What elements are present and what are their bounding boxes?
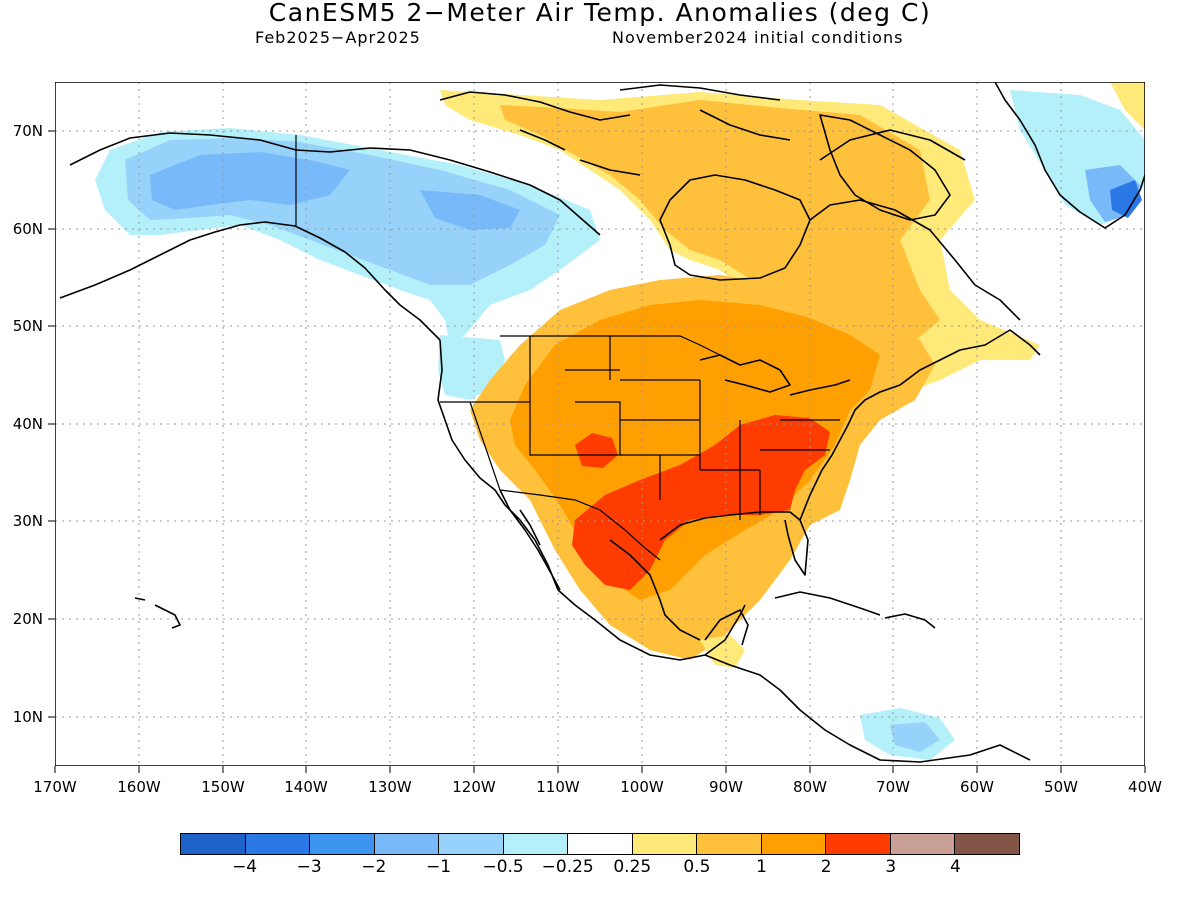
coastline-mexico [557,539,746,661]
coastline-alaska [59,132,601,341]
coastline-baffin [819,114,951,221]
longitude-labels: 170W 160W 150W 140W 130W 120W 110W 100W … [33,778,1162,796]
lat-label-60n: 60N [13,220,43,238]
coastline-baja [499,489,561,591]
colorbar-swatch-4 [439,834,504,854]
lon-label-120w: 120W [452,778,496,796]
border-us-mexico [499,489,661,561]
lon-label-50w: 50W [1044,778,1078,796]
colorbar-swatch-11 [890,834,956,854]
cool-anomaly-greenland-inner [1110,180,1142,218]
lon-label-160w: 160W [117,778,161,796]
colorbar-label: 3 [885,857,897,877]
lon-label-130w: 130W [368,778,412,796]
colorbar-label: 0.5 [683,857,711,877]
colorbar-label: −3 [296,857,322,877]
lat-label-20n: 20N [13,610,43,628]
border-us-canada [500,335,721,356]
colorbar-label: 2 [820,857,832,877]
colorbar-swatch-12 [955,834,1019,854]
cool-anomaly-yukon [420,190,520,230]
lon-label-150w: 150W [201,778,245,796]
colorbar-swatch-8 [697,834,762,854]
colorbar-label: 1 [756,857,767,877]
map-title: CanESM5 2−Meter Air Temp. Anomalies (deg… [268,0,932,27]
warm-anomaly-greenland-tip [1110,82,1145,130]
colorbar-label: −0.25 [541,857,594,877]
colorbar-swatch-0 [181,834,246,854]
coastline-arctic-islands [439,84,791,176]
axis-ticks [48,130,1146,773]
lon-label-60w: 60W [960,778,994,796]
colorbar-swatch-5 [503,834,569,854]
forecast-period: Feb2025−Apr2025 [255,28,421,47]
colorbar-swatch-1 [245,834,311,854]
lon-label-80w: 80W [793,778,827,796]
lon-label-90w: 90W [709,778,743,796]
colorbar-label: 0.25 [613,857,652,877]
colorbar-swatch-6 [568,834,633,854]
coastline-greenland [994,82,1145,229]
cool-anomaly-alaska-inner [150,152,350,210]
warm-anomaly-arctic-moderate [500,100,940,360]
lat-label-40n: 40N [13,415,43,433]
coastline-west-us [437,339,559,591]
colorbar-swatch-3 [374,834,440,854]
colorbar-swatch-10 [826,834,891,854]
lat-label-10n: 10N [13,708,43,726]
colorbar-label: 4 [949,857,961,877]
lat-label-70n: 70N [13,122,43,140]
coastline-east-us [799,329,1041,521]
coastlines [59,82,1145,763]
coastline-hudson-bay [659,174,811,281]
map-area [55,82,1145,766]
coastline-gulf [659,511,809,576]
coastline-cuba [774,591,881,616]
colorbar-label: −1 [425,857,452,877]
lat-label-30n: 30N [13,512,43,530]
lon-label-40w: 40W [1128,778,1162,796]
colorbar-label: −2 [361,857,387,877]
warm-anomaly-colorado [575,433,618,468]
coastline-hispaniola [884,613,936,629]
cool-anomaly-caribbean-core [890,722,940,752]
colorbar-swatch-7 [632,834,698,854]
colorbar-label: −4 [232,857,258,877]
coastline-great-lakes [699,354,851,396]
lon-label-70w: 70W [876,778,910,796]
anomaly-shading [95,82,1145,760]
lon-label-110w: 110W [536,778,580,796]
lon-label-140w: 140W [284,778,328,796]
colorbar [180,833,1020,855]
warm-anomaly-southeast [572,415,830,590]
colorbar-swatch-9 [761,834,827,854]
lon-label-100w: 100W [620,778,664,796]
coastline-central-america [704,654,1031,763]
lon-label-170w: 170W [33,778,77,796]
coastline-labrador [809,129,1021,321]
coastline-hawaii [134,597,181,629]
initial-conditions: November2024 initial conditions [612,28,904,47]
state-lines [440,336,840,520]
coastline-yucatan [704,609,749,646]
colorbar-swatch-2 [310,834,375,854]
warm-anomaly-mexico-fringe [700,635,745,668]
latitude-labels: 70N 60N 50N 40N 30N 20N 10N [13,122,43,726]
lat-label-50n: 50N [13,317,43,335]
political-boundaries [295,135,840,561]
colorbar-label: −0.5 [482,857,524,877]
